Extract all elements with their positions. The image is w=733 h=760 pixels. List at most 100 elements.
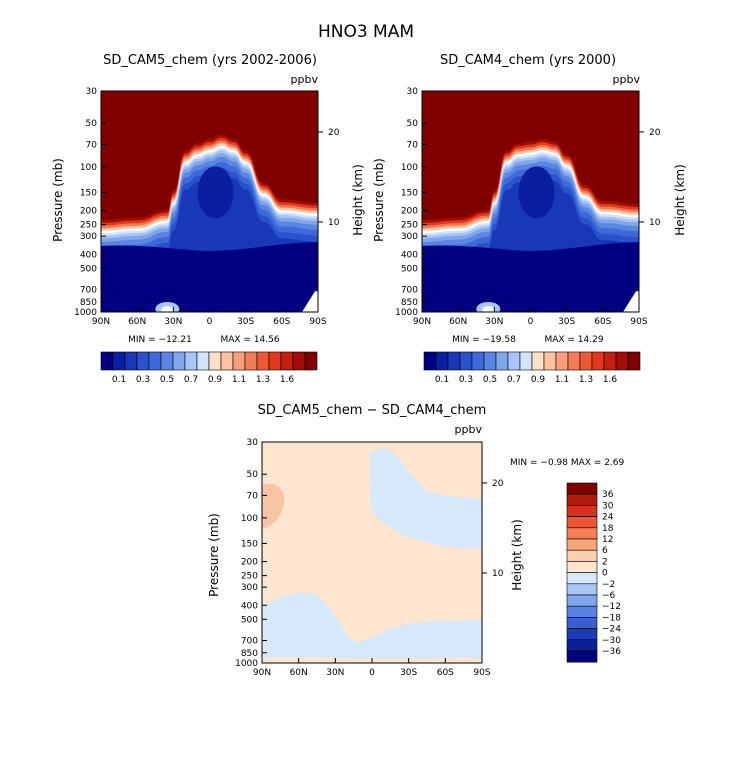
diff-ytick-label: 700 xyxy=(241,637,258,647)
cam4-colorbar-swatch xyxy=(423,351,437,371)
cam5-ytick-label: 250 xyxy=(80,221,97,231)
panel-cam5-ylabel: Pressure (mb) xyxy=(51,158,65,242)
cam4-xtick-label: 0 xyxy=(528,317,534,327)
panel-cam5-title: SD_CAM5_chem (yrs 2002-2006) xyxy=(103,53,317,68)
cam4-colorbar-label: 0.1 xyxy=(435,375,449,385)
cam5-y2tick-label: 10 xyxy=(328,218,340,228)
cam4-colorbar-label: 0.3 xyxy=(459,375,473,385)
cam5-ytick-label: 30 xyxy=(86,87,98,97)
cam4-xtick-label: 30S xyxy=(558,317,575,327)
cam4-ytick-label: 1000 xyxy=(395,308,418,318)
cam5-xtick-label: 90S xyxy=(309,317,326,327)
panel-cam4-plot: 90N 60N 30N 0 30S 60S 90S 30 50 70 100 150 200 250300… xyxy=(395,87,661,327)
cam4-colorbar-swatch xyxy=(471,351,485,371)
cam5-ytick-label: 200 xyxy=(80,207,97,217)
cam4-colorbar-swatch xyxy=(507,351,521,371)
cam5-colorbar-swatch xyxy=(304,351,318,371)
cam5-ytick-label: 50 xyxy=(86,119,98,129)
diff-colorbar-label: −24 xyxy=(602,625,621,635)
cam5-colorbar-label: 0.5 xyxy=(160,375,174,385)
cam5-lower-trop-fill xyxy=(101,242,318,312)
cam4-topography xyxy=(623,291,639,312)
cam5-colorbar-swatch xyxy=(172,351,186,371)
cam5-xtick-label: 60N xyxy=(128,317,146,327)
diff-colorbar-swatch xyxy=(566,493,598,506)
panel-diff-plot: 90N 60N 30N 0 30S 60S 90S 30 50 70 100 150 200 250300… xyxy=(235,438,504,678)
cam5-y2tick-label: 20 xyxy=(328,128,340,138)
cam5-colorbar-label: 0.9 xyxy=(208,375,223,385)
cam5-colorbar-swatch xyxy=(292,351,306,371)
panel-cam4-min: MIN = −19.58 xyxy=(452,335,516,345)
diff-negative-upper xyxy=(369,448,482,549)
cam5-colorbar-label: 1.3 xyxy=(256,375,270,385)
cam4-surface-peak xyxy=(482,306,495,312)
cam5-ytick-label: 150 xyxy=(80,188,97,198)
panel-cam5-max: MAX = 14.56 xyxy=(220,335,279,345)
cam5-colorbar-swatch xyxy=(184,351,198,371)
diff-xtick-label: 30N xyxy=(326,668,344,678)
diff-colorbar-label: −12 xyxy=(602,602,621,612)
cam5-colorbar-swatch xyxy=(256,351,270,371)
panel-cam5-min: MIN = −12.21 xyxy=(128,335,192,345)
panel-cam4-colorbar: 0.1 0.3 0.5 0.7 0.9 1.1 1.3 1.6 xyxy=(423,351,641,385)
diff-colorbar-swatch xyxy=(566,538,598,551)
cam4-colorbar-swatch xyxy=(459,351,473,371)
diff-colorbar-label: −2 xyxy=(602,580,615,590)
diff-colorbar-swatch xyxy=(566,572,598,585)
cam4-xtick-label: 30N xyxy=(485,317,503,327)
cam4-colorbar-label: 0.7 xyxy=(507,375,521,385)
diff-xtick-label: 60N xyxy=(290,668,308,678)
diff-colorbar-label: 0 xyxy=(602,569,608,579)
cam4-colorbar-swatch xyxy=(579,351,593,371)
cam4-xtick-label: 60S xyxy=(594,317,611,327)
cam4-colorbar-swatch xyxy=(495,351,509,371)
diff-colorbar-label: 30 xyxy=(602,501,614,511)
cam4-colorbar-swatch xyxy=(603,351,617,371)
cam5-colorbar-swatch xyxy=(100,351,114,371)
cam5-colorbar-swatch xyxy=(136,351,150,371)
cam5-colorbar-swatch xyxy=(220,351,234,371)
diff-colorbar-swatch xyxy=(566,617,598,629)
diff-colorbar-label: −36 xyxy=(602,647,621,657)
diff-colorbar-swatch xyxy=(566,639,598,652)
cam5-colorbar-swatch xyxy=(160,351,174,371)
cam4-colorbar-label: 1.3 xyxy=(579,375,593,385)
diff-colorbar-swatch xyxy=(566,505,598,517)
diff-negative-lower xyxy=(262,592,482,663)
cam4-xtick-label: 60N xyxy=(449,317,467,327)
diff-ytick-label: 850 xyxy=(241,649,258,659)
cam5-ytick-label: 1000 xyxy=(74,308,97,318)
cam4-colorbar-swatch xyxy=(483,351,497,371)
cam4-colorbar-label: 0.9 xyxy=(531,375,546,385)
diff-colorbar-swatch xyxy=(566,594,598,607)
panel-cam4-ylabel: Pressure (mb) xyxy=(372,158,386,242)
cam4-colorbar-swatch xyxy=(555,351,569,371)
panel-cam4-max: MAX = 14.29 xyxy=(544,335,603,345)
diff-ytick-label: 30 xyxy=(247,438,259,448)
diff-colorbar-label: 18 xyxy=(602,524,614,534)
cam5-colorbar-swatch xyxy=(232,351,246,371)
diff-colorbar-label: 6 xyxy=(602,546,608,556)
cam5-xtick-label: 60S xyxy=(273,317,290,327)
cam4-colorbar-swatch xyxy=(591,351,605,371)
diff-colorbar-label: −6 xyxy=(602,591,616,601)
cam5-ytick-label: 850 xyxy=(80,298,97,308)
cam4-colorbar-label: 1.1 xyxy=(555,375,569,385)
cam4-y2tick-label: 20 xyxy=(649,128,661,138)
diff-polar-positive xyxy=(262,483,285,530)
diff-ytick-label: 500 xyxy=(241,615,258,625)
diff-xtick-label: 60S xyxy=(437,668,454,678)
cam4-ytick-label: 250 xyxy=(401,221,418,231)
cam5-ytick-label: 100 xyxy=(80,163,97,173)
diff-colorbar-swatch xyxy=(566,583,598,596)
cam4-ytick-label: 200 xyxy=(401,207,418,217)
cam5-colorbar-label: 0.3 xyxy=(136,375,150,385)
cam5-ytick-label: 300 xyxy=(80,232,97,242)
diff-colorbar-label: 24 xyxy=(602,513,614,523)
diff-ytick-label: 100 xyxy=(241,514,258,524)
diff-colorbar-swatch xyxy=(566,628,598,641)
panel-cam5-y2label: Height (km) xyxy=(351,164,365,235)
panel-cam5: SD_CAM5_chem (yrs 2002-2006) ppbv 90N 60N… xyxy=(51,53,365,385)
cam4-ytick-label: 500 xyxy=(401,264,418,274)
